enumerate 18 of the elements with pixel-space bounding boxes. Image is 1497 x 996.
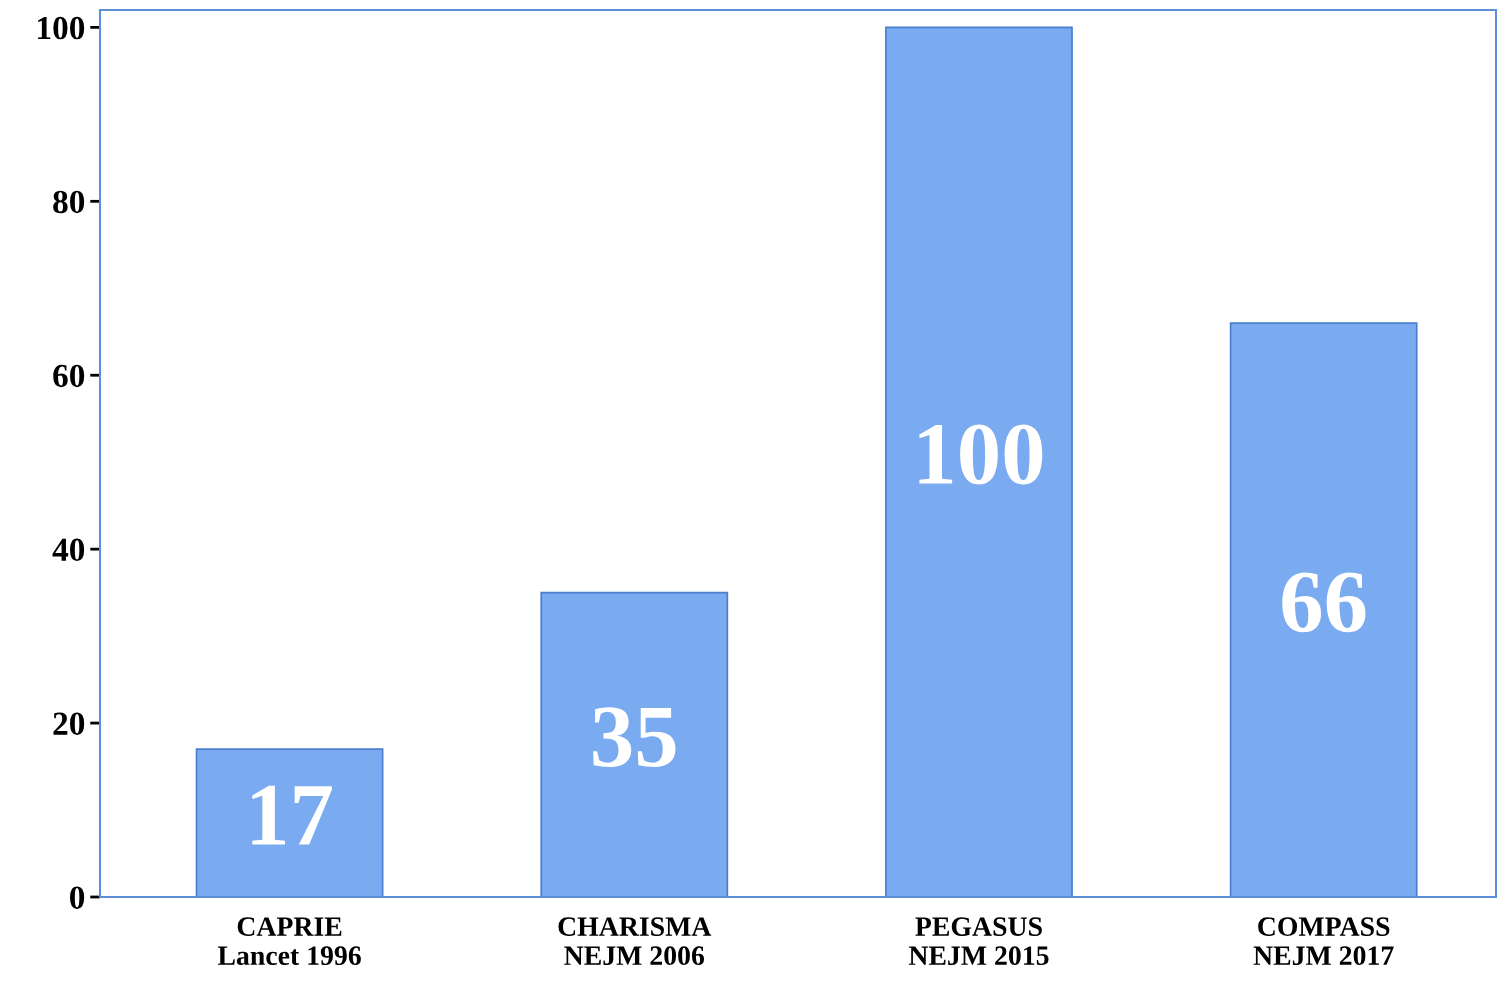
x-tick-label: CAPRIE Lancet 1996 (217, 917, 361, 966)
y-tick-label: 60 (53, 364, 85, 388)
data-label: 100 (919, 424, 1043, 485)
y-tick-label: 20 (53, 712, 85, 735)
data-label: 17 (252, 785, 332, 845)
bar (1229, 322, 1418, 897)
bar (195, 748, 384, 897)
bar (540, 591, 729, 897)
bar (885, 26, 1073, 897)
y-tick-label: 100 (38, 16, 85, 40)
x-tick-label: COMPASS NEJM 2017 (1253, 917, 1394, 966)
y-tick-label: 0 (70, 886, 85, 909)
data-label: 66 (1282, 572, 1366, 633)
data-label: 35 (593, 707, 676, 768)
x-tick-label: PEGASUS NEJM 2015 (908, 917, 1049, 966)
x-tick-label: CHARISMA NEJM 2006 (558, 917, 712, 966)
y-tick-label: 40 (52, 538, 85, 562)
y-tick-label: 80 (53, 190, 85, 214)
